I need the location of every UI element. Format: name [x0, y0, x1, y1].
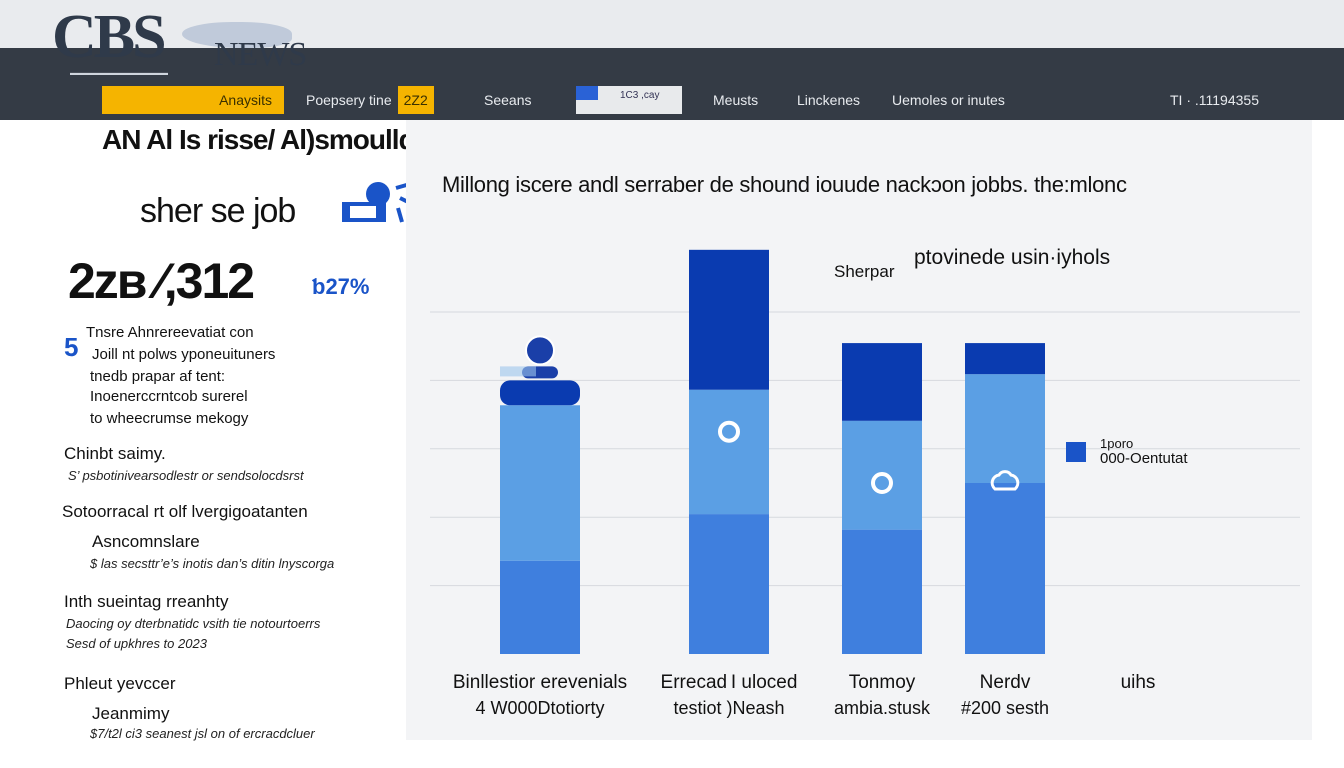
nav-item-label: Anaysits: [219, 92, 272, 108]
job-icon: [342, 182, 413, 223]
chart-title: Millong iscere andl serraber de shound i…: [442, 172, 1127, 197]
nav-item-label: Linckenes: [797, 92, 861, 108]
nav-item-seeans[interactable]: Seeans: [484, 86, 531, 114]
bar-segment: [689, 389, 769, 515]
note-line: to wheecrumse mekogy: [90, 410, 249, 427]
bar-segment: [965, 343, 1045, 375]
bar-segment: [965, 483, 1045, 654]
section-title: Inth sueintag rreanhty: [64, 592, 229, 611]
subhead: sher se job: [140, 192, 296, 230]
circle-icon: [718, 420, 740, 443]
nav-item-poepsery[interactable]: Poepsery tine 2Z2: [306, 86, 434, 114]
nav-item-label: Meusts: [713, 92, 759, 108]
bar-segment: [842, 529, 922, 654]
section-title: Chinbt saimy.: [64, 444, 166, 463]
decor-ribbon: [500, 366, 536, 377]
category-label: Nerdv: [979, 672, 1031, 693]
nav-item-uemoles[interactable]: Uemoles or inutes: [892, 86, 1005, 114]
legend-label-a: 1poro: [1100, 436, 1134, 451]
bar-segment: [500, 405, 580, 561]
nav-flag-text: 1C3 ,cay: [620, 90, 660, 101]
section-text: Daocing oy dterbnatidc vsith tie notourt…: [66, 616, 321, 631]
section-title: Jeanmimy: [92, 704, 170, 723]
note-line: Inoenerccrntcob surerel: [90, 388, 248, 405]
chart-subtitle-b: ptovinede usin·iyhols: [914, 246, 1111, 269]
big-number: 2ᴢʙ ⁄,312: [68, 253, 255, 309]
nav-badge: 2Z2: [397, 86, 434, 114]
note-line: Tnsre Ahnrereevatiat con: [86, 324, 254, 341]
bar-segment: [500, 380, 580, 406]
nav-item-meusts[interactable]: Meusts: [713, 86, 758, 114]
bar-segment: [965, 374, 1045, 483]
nav-item-label: Poepsery tine: [306, 92, 392, 108]
section-text: S’ psbotinivearsodlestr or sendsolocdsrs…: [68, 468, 304, 483]
nav-item-label: Uemoles or inutes: [892, 92, 1005, 108]
category-sublabel: 4 W000Dtotiorty: [475, 698, 605, 718]
category-sublabel: testiot )Neash: [673, 698, 785, 718]
section-text: $7/t2l ci3 seanest jsl on of ercracdclue…: [90, 726, 315, 741]
category-sublabel: ambia.stusk: [833, 698, 931, 718]
bar-segment: [689, 514, 769, 654]
big-number-pct: ƅ27%: [312, 274, 370, 299]
nav-flag-item[interactable]: 1C3 ,cay: [576, 86, 682, 114]
nav-item-analysis[interactable]: Anaysits: [102, 86, 284, 114]
bar-segment: [500, 560, 580, 654]
logo-news: NEWS: [214, 36, 307, 73]
logo-tagline: ▬▬▬▬▬▬▬▬▬▬▬▬▬▬: [70, 70, 168, 77]
section-text: $ las secsttr’e’s inotis dan’s ditin lny…: [90, 556, 335, 571]
legend-swatch: [1066, 442, 1086, 462]
note-line: tnedb prapar af tent:: [90, 368, 226, 385]
category-label: uihs: [1120, 672, 1156, 693]
section-title: Asncomnslare: [92, 532, 200, 551]
category-sublabel: #200 sesth: [960, 698, 1050, 718]
circle-icon: [871, 472, 893, 494]
section-title: Sotoorracal rt olf lvergigoatanten: [62, 502, 308, 521]
note-icon: 5: [64, 332, 79, 362]
left-panel: [0, 120, 406, 768]
logo-swoosh: [182, 22, 292, 48]
chart-subtitle-a: Sherpar: [834, 262, 895, 281]
nav-item-linckenes[interactable]: Linckenes: [797, 86, 860, 114]
section-title: Phleut yevccer: [64, 674, 176, 693]
nav-item-label: Seeans: [484, 92, 532, 108]
nav-time: TI · .11194355: [1170, 92, 1259, 108]
category-label: Errecad I uloced: [660, 672, 798, 693]
bar-segment: [689, 249, 769, 390]
category-label: Tonmoy: [848, 672, 916, 693]
legend-label-b: 000-Oentutat: [1100, 450, 1188, 467]
cloud-icon: [990, 470, 1020, 491]
note-line: Joill nt polws yponeuituners: [92, 346, 276, 363]
logo-main: CBS: [52, 3, 167, 71]
person-icon: [525, 335, 555, 366]
flag-icon: [576, 86, 598, 100]
logo[interactable]: CBS NEWS ▬▬▬▬▬▬▬▬▬▬▬▬▬▬: [52, 2, 312, 82]
section-text: Sesd of upkhres to 2023: [66, 636, 207, 651]
bar-segment: [842, 343, 922, 421]
category-label: Binllestior erevenials: [452, 672, 628, 693]
